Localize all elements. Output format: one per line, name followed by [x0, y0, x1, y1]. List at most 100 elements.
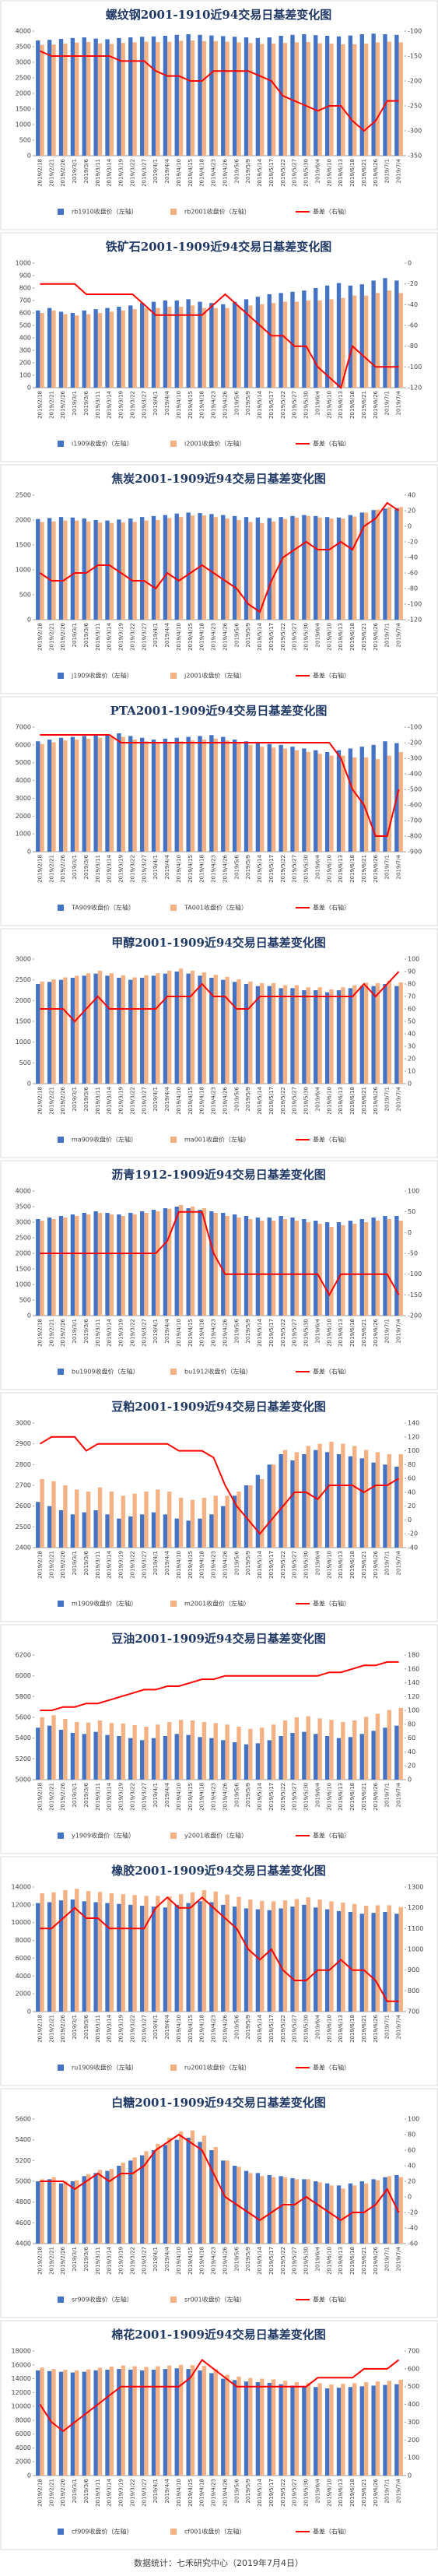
bar	[317, 517, 322, 620]
bar	[324, 1736, 330, 1780]
y2-tick-label: 80	[408, 1720, 415, 1727]
x-tick-label: 2019/3/14	[107, 2014, 113, 2042]
x-tick-label: 2019/5/22	[280, 855, 286, 883]
bar	[63, 2370, 68, 2476]
legend-label: 基差（右轴）	[313, 2296, 350, 2304]
x-tick-label: 2019/5/14	[257, 1550, 263, 1578]
x-tick-label: 2019/3/19	[118, 623, 124, 651]
x-tick-label: 2019/4/18	[199, 1319, 205, 1347]
x-tick-label: 2019/5/17	[268, 623, 275, 651]
y-tick-label: 2500	[16, 75, 31, 82]
bar	[290, 1733, 295, 1780]
bar	[178, 1498, 184, 1548]
bar	[86, 1214, 91, 1316]
x-tick-label: 2019/4/26	[222, 2478, 228, 2506]
bar	[363, 1717, 369, 1780]
x-tick-label: 2019/5/14	[257, 854, 263, 882]
x-tick-label: 2019/2/18	[37, 623, 43, 651]
bar	[178, 968, 184, 1084]
bar	[178, 1720, 184, 1780]
bar	[174, 513, 179, 620]
bar	[387, 290, 392, 388]
x-tick-label: 2019/3/14	[107, 1318, 113, 1346]
bar	[398, 982, 403, 1084]
x-tick-label: 2019/4/4	[164, 1550, 170, 1575]
y2-tick-label: 60	[408, 1006, 415, 1013]
x-tick-label: 2019/6/26	[373, 158, 379, 186]
bar	[36, 1903, 40, 2012]
bar	[306, 1222, 310, 1316]
panel	[0, 1392, 438, 1622]
bar	[371, 1462, 376, 1548]
y2-tick-label: -40	[408, 1545, 418, 1552]
x-tick-label: 2019/2/21	[48, 1551, 54, 1579]
bar	[359, 284, 364, 388]
x-tick-label: 2019/3/6	[83, 2014, 89, 2039]
bar	[117, 1736, 121, 1780]
bar	[51, 44, 56, 156]
bar	[267, 294, 272, 388]
y-tick-label: 1500	[16, 1018, 31, 1025]
bar	[279, 1908, 283, 2012]
basis-line	[40, 1211, 400, 1297]
bar	[260, 982, 265, 1084]
y2-tick-label: 800	[408, 1987, 419, 1994]
bar	[348, 988, 353, 1084]
bar	[387, 2176, 392, 2244]
bar	[163, 2145, 168, 2244]
y-tick-label: 5800	[16, 1693, 31, 1700]
legend-label: 基差（右轴）	[313, 1600, 350, 1608]
x-tick-label: 2019/3/22	[129, 855, 135, 883]
legend-label: 基差（右轴）	[313, 904, 350, 912]
legend-label: j2001收盘价（左轴）	[184, 672, 246, 680]
bar	[244, 984, 249, 1084]
x-tick-label: 2019/2/18	[37, 391, 43, 419]
y2-tick-label: -500	[408, 786, 422, 793]
bar	[75, 2180, 79, 2244]
bar	[82, 1734, 86, 1780]
x-tick-label: 2019/2/26	[60, 2014, 66, 2042]
bar	[121, 1495, 125, 1548]
y-tick-label: 1000	[16, 567, 31, 574]
bar	[336, 1738, 342, 1780]
bar	[213, 2147, 218, 2244]
bar	[371, 280, 376, 388]
bar	[109, 2367, 114, 2476]
x-tick-label: 2019/7/1	[384, 1087, 391, 1111]
y-tick-label: 4400	[16, 2240, 31, 2247]
bar	[58, 1730, 64, 1780]
bar	[209, 1738, 214, 1780]
x-tick-label: 2019/6/18	[349, 2247, 356, 2275]
x-tick-label: 2019/2/18	[37, 1551, 43, 1579]
bar	[63, 314, 68, 388]
y-tick-label: 8000	[16, 1937, 31, 1944]
bar	[302, 2179, 307, 2244]
bar	[156, 2144, 160, 2244]
bar	[363, 1222, 369, 1316]
bar	[294, 750, 300, 852]
bar	[163, 1514, 168, 1548]
bar	[260, 1727, 265, 1780]
x-tick-label: 2019/5/6	[233, 2246, 240, 2271]
x-tick-label: 2019/2/26	[60, 158, 66, 186]
x-tick-label: 2019/4/18	[199, 159, 205, 187]
bar	[58, 311, 64, 388]
bar	[63, 44, 68, 156]
x-tick-label: 2019/7/4	[396, 1782, 402, 1807]
bar	[255, 517, 261, 620]
bar	[336, 517, 342, 620]
bar	[93, 2370, 98, 2476]
chart-title: 甲醇2001-1909近94交易日基差变化图	[111, 936, 326, 950]
bar	[237, 520, 241, 620]
bar	[58, 39, 64, 156]
bar	[36, 741, 40, 852]
legend-label: ru1909收盘价（左轴）	[72, 2064, 138, 2072]
x-tick-label: 2019/3/1	[72, 1783, 78, 1807]
bar	[398, 1221, 403, 1316]
bar	[209, 35, 214, 156]
x-tick-label: 2019/5/22	[280, 1087, 286, 1115]
y-tick-label: 2900	[16, 1440, 31, 1447]
bar	[109, 1492, 114, 1548]
bar	[47, 2179, 52, 2244]
x-tick-label: 2019/6/4	[314, 622, 321, 647]
